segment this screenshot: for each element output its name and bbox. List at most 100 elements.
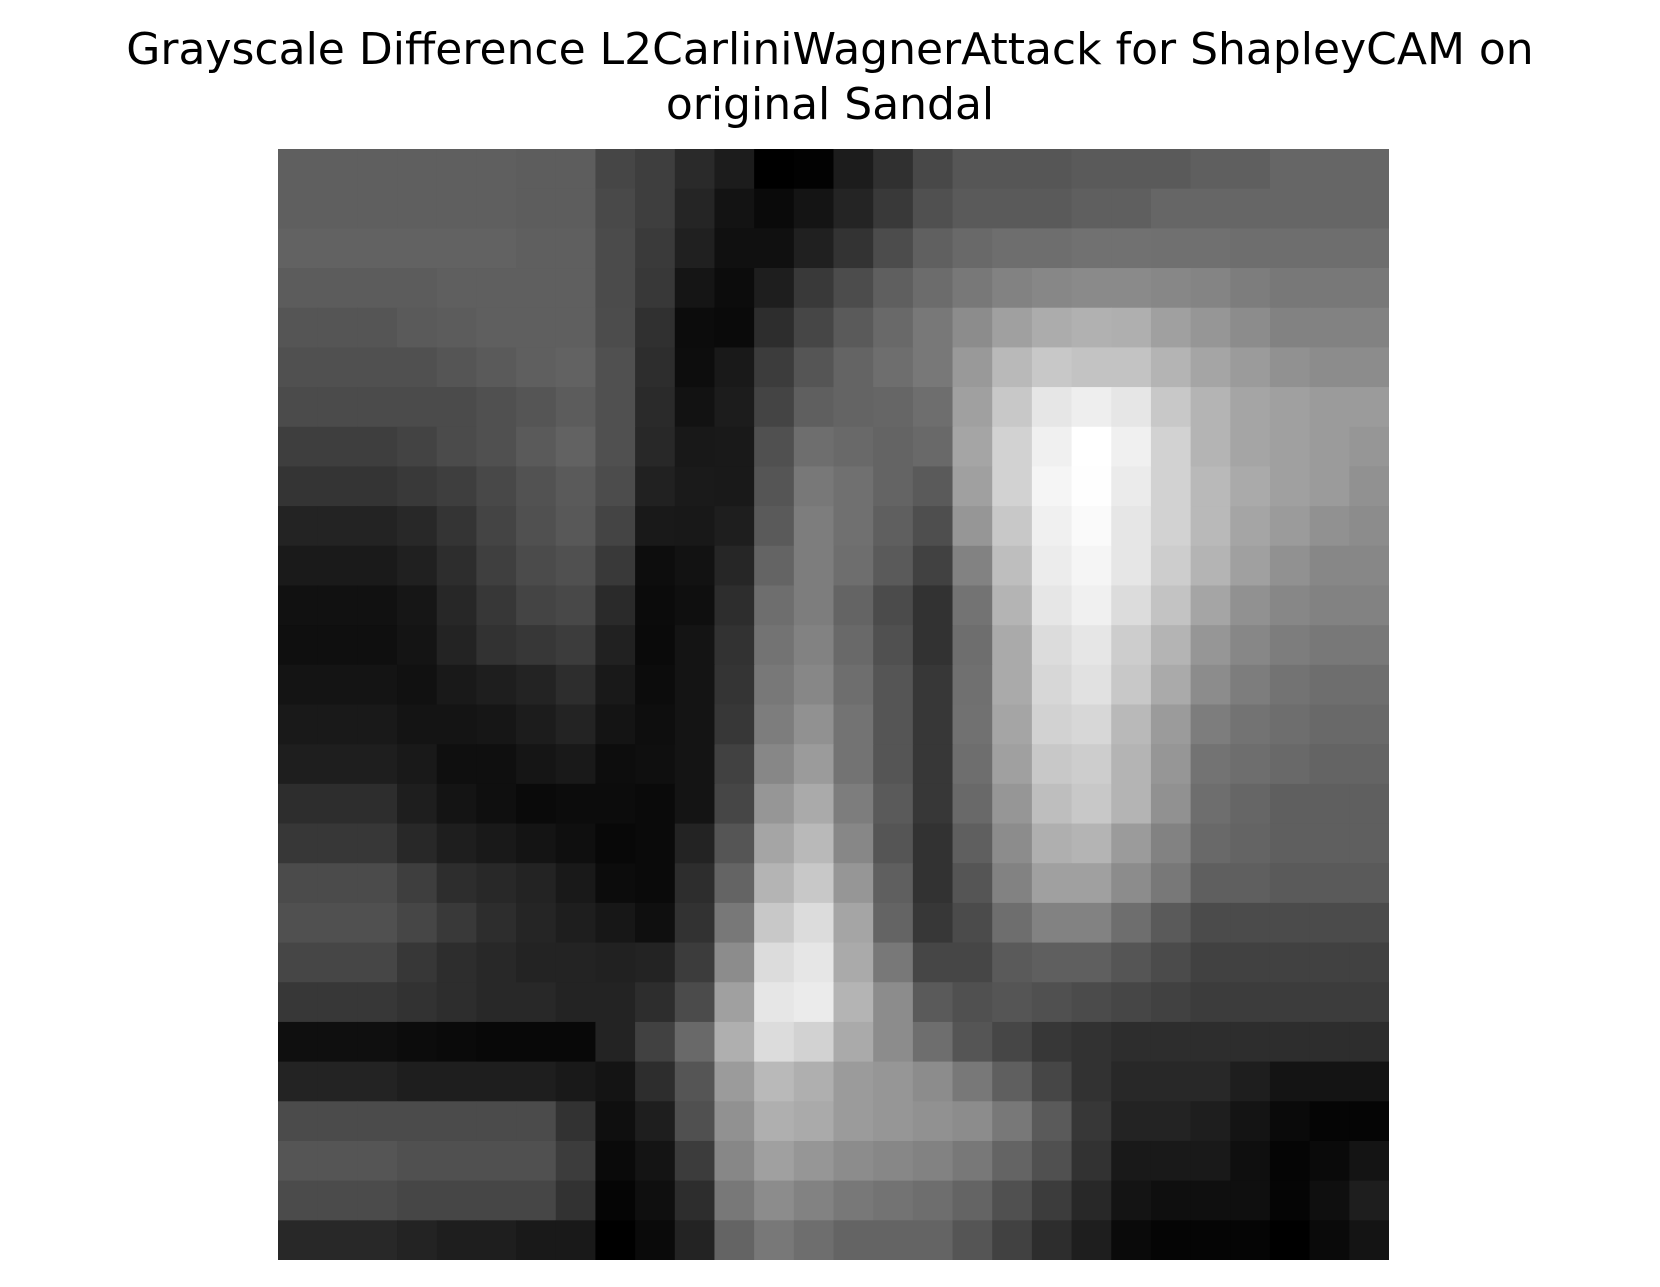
heatmap-cell-r21-c22 xyxy=(1150,982,1192,1023)
heatmap-cell-r16-c0 xyxy=(278,783,319,825)
heatmap-cell-r6-c18 xyxy=(992,387,1033,428)
heatmap-cell-r1-c6 xyxy=(516,188,557,229)
heatmap-cell-r19-c6 xyxy=(516,902,557,944)
heatmap-cell-r11-c21 xyxy=(1111,585,1152,626)
heatmap-cell-r3-c3 xyxy=(397,268,438,309)
heatmap-cell-r8-c9 xyxy=(635,466,676,507)
heatmap-cell-r21-c23 xyxy=(1190,982,1231,1023)
heatmap-cell-r27-c10 xyxy=(674,1220,716,1260)
heatmap-cell-r11-c19 xyxy=(1031,585,1073,626)
heatmap-cell-r12-c18 xyxy=(992,625,1033,666)
heatmap-cell-r5-c18 xyxy=(992,347,1033,388)
heatmap-cell-r12-c27 xyxy=(1349,625,1389,666)
heatmap-cell-r7-c15 xyxy=(873,426,914,468)
heatmap-cell-r15-c19 xyxy=(1031,744,1073,785)
heatmap-cell-r0-c4 xyxy=(436,149,477,190)
heatmap-cell-r7-c2 xyxy=(357,426,398,468)
heatmap-cell-r15-c0 xyxy=(278,744,319,785)
heatmap-cell-r12-c13 xyxy=(793,625,835,666)
heatmap-cell-r25-c23 xyxy=(1190,1140,1231,1182)
heatmap-cell-r1-c2 xyxy=(357,188,398,229)
heatmap-cell-r22-c8 xyxy=(595,1021,636,1063)
heatmap-cell-r5-c26 xyxy=(1309,347,1350,388)
heatmap-cell-r21-c11 xyxy=(714,982,755,1023)
heatmap-cell-r26-c6 xyxy=(516,1180,557,1221)
heatmap-cell-r26-c24 xyxy=(1230,1180,1271,1221)
heatmap-cell-r22-c5 xyxy=(476,1021,517,1063)
heatmap-cell-r4-c11 xyxy=(714,307,755,348)
heatmap-cell-r22-c20 xyxy=(1071,1021,1112,1063)
heatmap-cell-r26-c16 xyxy=(912,1180,954,1221)
heatmap-cell-r19-c19 xyxy=(1031,902,1073,944)
heatmap-cell-r22-c18 xyxy=(992,1021,1033,1063)
heatmap-cell-r17-c21 xyxy=(1111,823,1152,864)
heatmap-cell-r13-c14 xyxy=(833,664,874,706)
heatmap-cell-r15-c17 xyxy=(952,744,993,785)
heatmap-cell-r5-c21 xyxy=(1111,347,1152,388)
heatmap-cell-r3-c26 xyxy=(1309,268,1350,309)
heatmap-cell-r11-c4 xyxy=(436,585,477,626)
heatmap-cell-r7-c24 xyxy=(1230,426,1271,468)
heatmap-cell-r21-c25 xyxy=(1269,982,1311,1023)
heatmap-cell-r5-c2 xyxy=(357,347,398,388)
heatmap-cell-r13-c0 xyxy=(278,664,319,706)
heatmap-cell-r12-c26 xyxy=(1309,625,1350,666)
heatmap-cell-r10-c19 xyxy=(1031,545,1073,587)
heatmap-cell-r8-c15 xyxy=(873,466,914,507)
heatmap-cell-r8-c7 xyxy=(555,466,597,507)
heatmap-cell-r13-c16 xyxy=(912,664,954,706)
heatmap-cell-r4-c7 xyxy=(555,307,597,348)
heatmap-cell-r17-c4 xyxy=(436,823,477,864)
heatmap-cell-r4-c6 xyxy=(516,307,557,348)
heatmap-cell-r27-c19 xyxy=(1031,1220,1073,1260)
heatmap-cell-r6-c2 xyxy=(357,387,398,428)
heatmap-cell-r12-c15 xyxy=(873,625,914,666)
heatmap-cell-r5-c24 xyxy=(1230,347,1271,388)
chart-title-line-1: Grayscale Difference L2CarliniWagnerAtta… xyxy=(126,24,1534,75)
heatmap-cell-r14-c24 xyxy=(1230,704,1271,745)
heatmap-cell-r23-c25 xyxy=(1269,1061,1311,1102)
heatmap-cell-r0-c3 xyxy=(397,149,438,190)
heatmap-cell-r17-c13 xyxy=(793,823,835,864)
heatmap-cell-r5-c22 xyxy=(1150,347,1192,388)
heatmap-cell-r5-c17 xyxy=(952,347,993,388)
heatmap-cell-r10-c24 xyxy=(1230,545,1271,587)
heatmap-cell-r17-c3 xyxy=(397,823,438,864)
heatmap-cell-r7-c16 xyxy=(912,426,954,468)
heatmap-cell-r18-c12 xyxy=(754,863,795,904)
heatmap-cell-r22-c23 xyxy=(1190,1021,1231,1063)
heatmap-cell-r4-c19 xyxy=(1031,307,1073,348)
heatmap-cell-r13-c13 xyxy=(793,664,835,706)
heatmap-cell-r22-c19 xyxy=(1031,1021,1073,1063)
heatmap-cell-r18-c20 xyxy=(1071,863,1112,904)
heatmap-cell-r1-c25 xyxy=(1269,188,1311,229)
heatmap-cell-r0-c22 xyxy=(1150,149,1192,190)
heatmap-cell-r6-c16 xyxy=(912,387,954,428)
heatmap-cell-r6-c27 xyxy=(1349,387,1389,428)
heatmap-cell-r4-c4 xyxy=(436,307,477,348)
heatmap-cell-r1-c4 xyxy=(436,188,477,229)
heatmap-cell-r1-c13 xyxy=(793,188,835,229)
heatmap-cell-r18-c14 xyxy=(833,863,874,904)
heatmap-cell-r8-c27 xyxy=(1349,466,1389,507)
heatmap-cell-r14-c18 xyxy=(992,704,1033,745)
heatmap-cell-r6-c24 xyxy=(1230,387,1271,428)
heatmap-cell-r17-c23 xyxy=(1190,823,1231,864)
heatmap-cell-r6-c6 xyxy=(516,387,557,428)
heatmap-cell-r23-c4 xyxy=(436,1061,477,1102)
heatmap-cell-r20-c3 xyxy=(397,942,438,983)
heatmap-cell-r25-c25 xyxy=(1269,1140,1311,1182)
heatmap-cell-r13-c8 xyxy=(595,664,636,706)
heatmap-cell-r20-c4 xyxy=(436,942,477,983)
heatmap-cell-r12-c1 xyxy=(317,625,358,666)
heatmap-cell-r12-c23 xyxy=(1190,625,1231,666)
heatmap-cell-r13-c27 xyxy=(1349,664,1389,706)
heatmap-cell-r25-c8 xyxy=(595,1140,636,1182)
heatmap-cell-r6-c21 xyxy=(1111,387,1152,428)
heatmap-cell-r7-c0 xyxy=(278,426,319,468)
heatmap-cell-r3-c9 xyxy=(635,268,676,309)
heatmap-cell-r25-c1 xyxy=(317,1140,358,1182)
heatmap-cells xyxy=(278,149,1389,1260)
heatmap-cell-r14-c10 xyxy=(674,704,716,745)
heatmap-cell-r3-c10 xyxy=(674,268,716,309)
